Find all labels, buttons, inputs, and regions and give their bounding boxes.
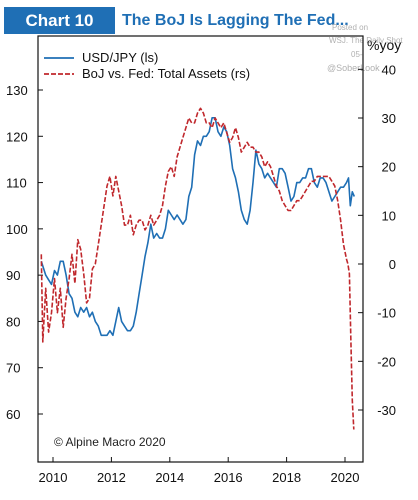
- series-line-boj-fed: [40, 107, 355, 430]
- right-tick-label: 30: [382, 111, 396, 126]
- x-tick-label: 2018: [272, 470, 301, 485]
- series-line-usdjpy: [40, 117, 356, 337]
- right-tick-label: -30: [377, 403, 396, 418]
- chart-badge: Chart 10: [4, 7, 115, 34]
- x-tick-label: 2010: [39, 470, 68, 485]
- right-axis-unit-label: %yoy: [367, 37, 401, 53]
- x-tick-label: 2016: [214, 470, 243, 485]
- credit-label: © Alpine Macro 2020: [54, 435, 166, 449]
- right-tick-label: 0: [389, 257, 396, 272]
- legend-label: USD/JPY (ls): [82, 50, 158, 65]
- right-tick-label: 40: [382, 62, 396, 77]
- x-tick-label: 2014: [155, 470, 184, 485]
- left-tick-label: 120: [6, 129, 28, 144]
- series-lines: [40, 107, 356, 430]
- left-tick-label: 110: [6, 176, 27, 191]
- watermark-handle: @SoberLook: [327, 63, 380, 73]
- right-tick-label: 20: [382, 160, 396, 175]
- right-tick-label: 10: [382, 208, 396, 223]
- left-tick-label: 80: [6, 314, 20, 329]
- chart-title: The BoJ Is Lagging The Fed...: [122, 12, 349, 29]
- right-tick-label: -10: [377, 306, 396, 321]
- legend-label: BoJ vs. Fed: Total Assets (rs): [82, 66, 250, 81]
- watermark-posted-on: Posted on: [332, 23, 369, 32]
- watermark-date: 05-: [351, 50, 363, 59]
- watermark-source: WSJ. The Daily Shot: [329, 36, 403, 45]
- left-tick-label: 60: [6, 407, 20, 422]
- left-tick-label: 90: [6, 268, 20, 283]
- axes: 2010 2012 2014 2016 2018 20206070809010011012…: [6, 35, 401, 485]
- x-tick-label: 2012: [97, 470, 126, 485]
- left-tick-label: 100: [6, 222, 28, 237]
- legend: USD/JPY (ls)BoJ vs. Fed: Total Assets (r…: [44, 50, 250, 81]
- left-tick-label: 70: [6, 361, 20, 376]
- left-tick-label: 130: [6, 83, 28, 98]
- plot-frame: [37, 35, 364, 463]
- right-tick-label: -20: [377, 354, 396, 369]
- x-tick-label: 2020: [331, 470, 360, 485]
